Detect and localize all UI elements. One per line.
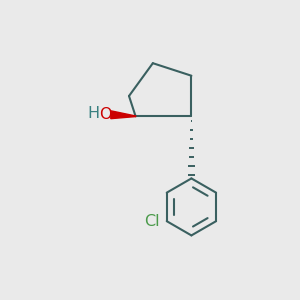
Polygon shape: [111, 111, 136, 119]
Text: O: O: [99, 107, 112, 122]
Text: H: H: [88, 106, 100, 121]
Text: Cl: Cl: [145, 214, 160, 229]
